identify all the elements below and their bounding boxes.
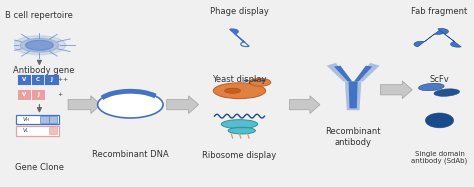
Polygon shape — [414, 29, 445, 47]
FancyArrow shape — [68, 96, 101, 114]
Text: +: + — [63, 77, 68, 82]
Circle shape — [98, 91, 163, 118]
Polygon shape — [230, 29, 249, 47]
Text: Antibody gene: Antibody gene — [13, 66, 75, 75]
Text: Fab fragment: Fab fragment — [411, 7, 468, 16]
Text: V: V — [22, 92, 27, 97]
Text: Gene Clone: Gene Clone — [15, 163, 64, 172]
FancyBboxPatch shape — [17, 74, 31, 85]
Text: B cell repertoire: B cell repertoire — [6, 11, 73, 20]
Polygon shape — [345, 81, 361, 110]
FancyBboxPatch shape — [48, 128, 57, 134]
FancyBboxPatch shape — [16, 126, 59, 136]
Text: Recombinant DNA: Recombinant DNA — [92, 150, 169, 159]
Text: $V_H$: $V_H$ — [22, 115, 30, 124]
FancyBboxPatch shape — [31, 74, 45, 85]
FancyBboxPatch shape — [16, 115, 59, 125]
FancyBboxPatch shape — [31, 89, 45, 100]
Text: C: C — [36, 77, 40, 82]
FancyBboxPatch shape — [40, 116, 48, 123]
FancyBboxPatch shape — [17, 89, 31, 100]
Ellipse shape — [425, 113, 454, 128]
Ellipse shape — [225, 88, 241, 93]
Ellipse shape — [253, 80, 258, 81]
Text: Single domain
antibody (SdAb): Single domain antibody (SdAb) — [411, 151, 468, 164]
Ellipse shape — [221, 120, 258, 129]
Text: $V_L$: $V_L$ — [22, 126, 30, 135]
Text: Recombinant
antibody: Recombinant antibody — [325, 127, 381, 147]
Ellipse shape — [13, 36, 66, 55]
Text: ScFv: ScFv — [429, 75, 449, 84]
Text: V: V — [22, 77, 27, 82]
Polygon shape — [230, 29, 238, 34]
Text: +: + — [57, 92, 63, 97]
Ellipse shape — [244, 80, 249, 81]
Polygon shape — [354, 66, 372, 81]
Polygon shape — [348, 81, 358, 108]
Polygon shape — [438, 28, 461, 47]
FancyArrow shape — [381, 81, 412, 99]
Polygon shape — [356, 63, 380, 81]
Ellipse shape — [26, 40, 54, 50]
Polygon shape — [327, 63, 351, 81]
Text: Yeast display: Yeast display — [212, 75, 267, 84]
Ellipse shape — [20, 38, 59, 52]
Text: Ribosome display: Ribosome display — [202, 151, 277, 160]
Polygon shape — [334, 66, 352, 81]
FancyBboxPatch shape — [48, 116, 57, 123]
FancyArrow shape — [167, 96, 199, 114]
Text: Phage display: Phage display — [210, 7, 269, 16]
Ellipse shape — [249, 79, 271, 86]
Text: J: J — [50, 77, 53, 82]
Ellipse shape — [213, 83, 265, 99]
Ellipse shape — [434, 89, 460, 96]
Text: +: + — [57, 77, 63, 82]
FancyArrow shape — [290, 96, 320, 114]
Text: J: J — [37, 92, 39, 97]
Ellipse shape — [419, 83, 444, 91]
FancyBboxPatch shape — [45, 74, 58, 85]
Ellipse shape — [228, 127, 255, 134]
Ellipse shape — [261, 80, 265, 81]
